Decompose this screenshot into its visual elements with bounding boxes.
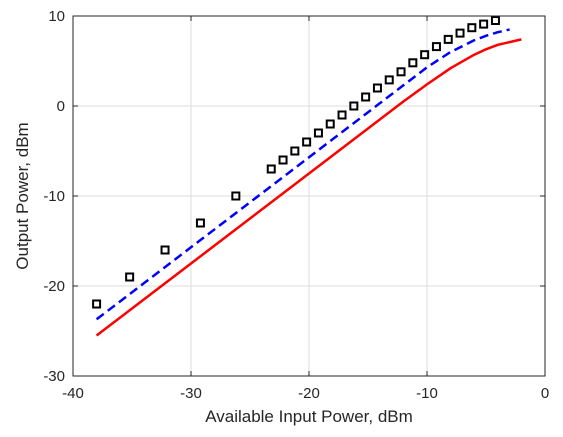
square-marker — [278, 155, 288, 165]
y-tick-label: -30 — [43, 368, 65, 385]
square-marker — [361, 92, 371, 102]
square-marker — [125, 272, 135, 282]
square-marker — [325, 119, 335, 129]
square-marker — [266, 164, 276, 174]
square-marker — [92, 299, 102, 309]
y-tick-label: 0 — [57, 98, 65, 115]
square-marker — [443, 34, 453, 44]
x-tick-label: -30 — [180, 385, 202, 402]
y-tick-labels: -30 -20 -10 0 10 — [43, 8, 65, 385]
x-tick-label: -20 — [298, 385, 320, 402]
x-tick-labels: -40 -30 -20 -10 0 — [62, 385, 549, 402]
solid-series-line — [95, 38, 522, 337]
square-marker — [396, 67, 406, 77]
square-marker — [290, 146, 300, 156]
square-marker — [490, 16, 500, 25]
square-marker — [372, 83, 382, 93]
grid-lines — [72, 15, 546, 377]
x-tick-label: 0 — [541, 385, 549, 402]
square-marker — [384, 75, 394, 85]
square-marker — [302, 137, 312, 147]
y-tick-label: -20 — [43, 278, 65, 295]
square-marker — [420, 50, 430, 60]
y-tick-label: 10 — [48, 8, 65, 25]
y-axis-label: Output Power, dBm — [13, 122, 32, 269]
square-marker — [408, 58, 418, 68]
axis-ticks — [72, 15, 546, 377]
plot-series — [92, 16, 522, 337]
x-axis-label: Available Input Power, dBm — [205, 407, 413, 426]
square-marker — [431, 42, 441, 52]
dashed-series-line — [95, 28, 510, 321]
square-marker — [160, 245, 170, 255]
x-tick-label: -10 — [416, 385, 438, 402]
square-marker — [455, 28, 465, 38]
x-tick-label: -40 — [62, 385, 84, 402]
marker-series — [92, 16, 500, 309]
square-marker — [313, 128, 323, 138]
square-marker — [195, 218, 205, 228]
y-tick-label: -10 — [43, 188, 65, 205]
square-marker — [479, 19, 489, 29]
square-marker — [231, 191, 241, 201]
square-marker — [467, 23, 477, 33]
square-marker — [337, 110, 347, 120]
square-marker — [349, 101, 359, 111]
